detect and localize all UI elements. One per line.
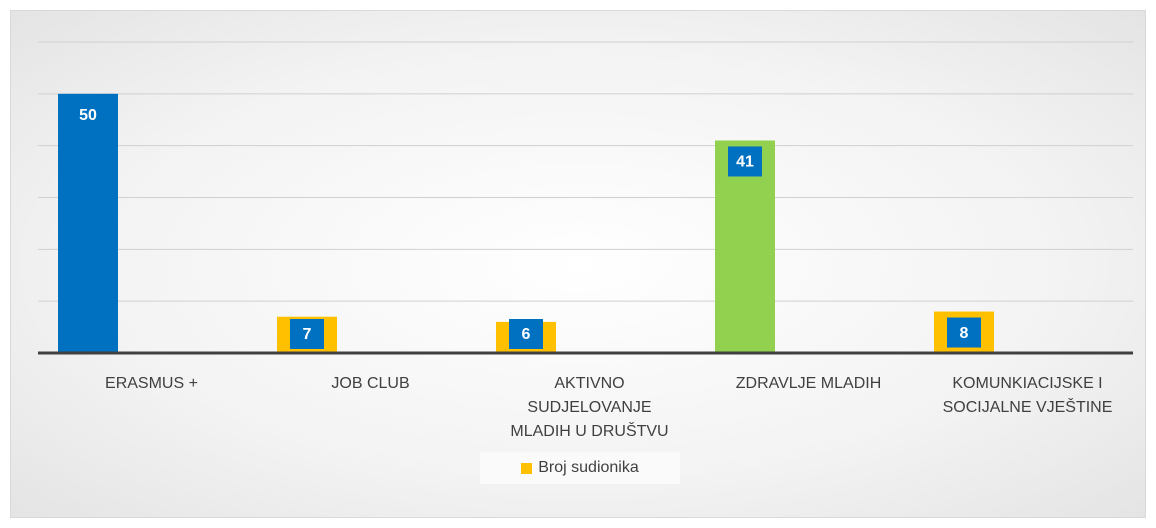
- x-tick-label: ZDRAVLJE MLADIH: [735, 375, 882, 392]
- x-tick-label: ERASMUS +: [105, 375, 198, 392]
- legend-label: Broj sudionika: [538, 459, 639, 476]
- legend: Broj sudionika: [480, 452, 680, 484]
- data-label-box: [728, 146, 762, 177]
- data-label: 8: [960, 325, 969, 342]
- data-label-box: [947, 317, 981, 348]
- x-tick-label: AKTIVNO SUDJELOVANJE MLADIH U DRUŠTVU: [510, 375, 669, 440]
- data-label-box: [509, 319, 543, 349]
- data-label: 50: [79, 107, 97, 124]
- data-label: 41: [736, 154, 754, 171]
- data-label: 6: [522, 326, 531, 343]
- legend-swatch: [521, 462, 533, 474]
- bar: [58, 93, 118, 353]
- data-label-box: [290, 319, 324, 349]
- chart-area: [10, 10, 1146, 518]
- x-tick-label: KOMUNKIACIJSKE I SOCIJALNE VJEŠTINE: [942, 375, 1113, 416]
- data-label-box: [71, 99, 105, 130]
- data-label: 7: [303, 326, 312, 343]
- x-tick-label: JOB CLUB: [331, 375, 410, 392]
